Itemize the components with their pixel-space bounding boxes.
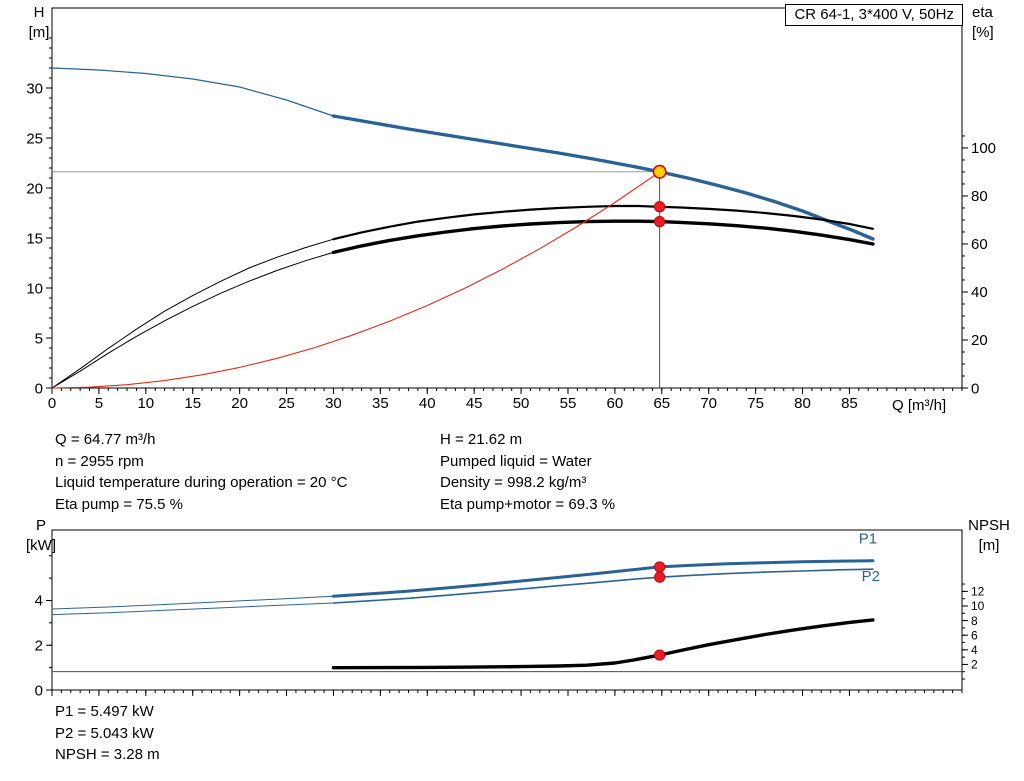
npsh-axis-unit-text: [m] (978, 537, 1000, 554)
curve-label-p2: P2 (862, 568, 880, 585)
eta-axis-title: eta [%] (972, 3, 1012, 43)
eta-pump-motor-duty-dot (654, 216, 666, 228)
h-axis-title: H [m] (24, 3, 54, 43)
density-text: Density = 998.2 kg/m³ (440, 474, 587, 491)
x-tick-label: 15 (184, 395, 201, 412)
x-tick-label: 60 (607, 395, 624, 412)
series-eta-pump (332, 204, 875, 241)
series-p2 (332, 568, 874, 604)
y-tick-label: 25 (26, 130, 43, 147)
y-tick-label: 20 (971, 332, 988, 349)
npsh-result-text: NPSH = 3.28 m (55, 746, 160, 763)
p-axis-unit-text: [kW] (26, 537, 56, 554)
y-tick-label: 40 (971, 284, 988, 301)
flow-text: Q = 64.77 m³/h (55, 431, 156, 448)
eta-axis-unit-text: [%] (972, 24, 994, 41)
x-tick-label: 70 (700, 395, 717, 412)
speed-text: n = 2955 rpm (55, 452, 144, 470)
y-tick-label: 10 (971, 599, 985, 613)
y-tick-label: 15 (26, 230, 43, 247)
h-axis-name-text: H (33, 4, 45, 21)
x-tick-label: 55 (560, 395, 577, 412)
pumped-liquid-text: Pumped liquid = Water (440, 452, 592, 470)
p2-duty-dot (654, 571, 666, 583)
y-tick-label: 60 (971, 236, 988, 253)
series-p1 (331, 559, 875, 598)
series-eta-pump-motor (331, 219, 875, 255)
p2-result-text: P2 = 5.043 kW (55, 724, 154, 742)
y-tick-label: 6 (971, 628, 978, 642)
liquid-temperature-text: Liquid temperature during operation = 20… (55, 474, 348, 491)
x-tick-label: 65 (653, 395, 670, 412)
series-eta-pump-thin (51, 238, 334, 389)
x-tick-label: 20 (231, 395, 248, 412)
x-tick-label: 50 (513, 395, 530, 412)
npsh-axis-name-text: NPSH (968, 517, 1010, 534)
eta-pump-duty-dot (654, 201, 666, 213)
p-axis-title: P [kW] (24, 516, 58, 556)
y-tick-label: 12 (971, 585, 985, 599)
duty-point-marker (652, 164, 667, 179)
x-tick-label: 35 (372, 395, 389, 412)
eta-axis-name-text: eta (972, 4, 993, 21)
y-tick-label: 100 (971, 140, 996, 157)
x-tick-label: 25 (278, 395, 295, 412)
x-tick-label: 0 (48, 395, 56, 412)
x-tick-label: 75 (747, 395, 764, 412)
x-tick-label: 40 (419, 395, 436, 412)
p1-duty-dot (654, 561, 666, 573)
eta-pump-text: Eta pump = 75.5 % (55, 495, 183, 513)
eta-pump-motor-text: Eta pump+motor = 69.3 % (440, 495, 616, 513)
series-system-curve (51, 171, 661, 389)
x-tick-label: 5 (95, 395, 103, 412)
duty-info-right: H = 21.62 m Pumped liquid = Water Densit… (440, 429, 615, 515)
pump-title-box: CR 64-1, 3*400 V, 50Hz (785, 4, 963, 26)
head-text: H = 21.62 m (440, 431, 523, 448)
y-tick-label: 4 (35, 593, 43, 610)
plot-frame (51, 529, 963, 691)
x-tick-label: 45 (466, 395, 483, 412)
duty-info-left: Q = 64.77 m³/h n = 2955 rpm Liquid tempe… (55, 429, 347, 515)
y-tick-label: 30 (26, 80, 43, 97)
y-tick-label: 20 (26, 180, 43, 197)
y-tick-label: 8 (971, 614, 978, 628)
npsh-axis-title: NPSH [m] (962, 516, 1016, 556)
x-tick-label: 85 (841, 395, 858, 412)
y-tick-label: 0 (971, 380, 979, 397)
x-tick-label: 30 (325, 395, 342, 412)
y-tick-label: 80 (971, 188, 988, 205)
series-hq (331, 114, 875, 241)
q-axis-title: Q [m³/h] (892, 397, 947, 414)
y-tick-label: 2 (35, 637, 43, 654)
y-tick-label: 5 (35, 330, 43, 347)
p1-result-text: P1 = 5.497 kW (55, 703, 154, 720)
h-axis-unit-text: [m] (28, 24, 50, 41)
y-tick-label: 10 (26, 280, 43, 297)
result-block: P1 = 5.497 kW P2 = 5.043 kW NPSH = 3.28 … (55, 701, 160, 766)
y-tick-label: 4 (971, 643, 978, 657)
curve-label-p1: P1 (859, 530, 877, 547)
series-p1-thin (51, 595, 334, 610)
series-p2-thin (51, 602, 334, 616)
hq-eta-chart: 0 5 10 15 20 25 30 35 40 45 50 55 60 65 70 75 80 85 0 5 10 15… (26, 7, 996, 412)
x-tick-label: 80 (794, 395, 811, 412)
npsh-duty-dot (654, 649, 666, 661)
series-npsh (331, 618, 875, 670)
y-tick-label: 0 (35, 380, 43, 397)
series-eta-pump-motor-thin (51, 251, 334, 389)
y-tick-label: 2 (971, 658, 978, 672)
y-tick-label: 0 (35, 682, 43, 699)
plot-frame (51, 7, 963, 389)
p-axis-name-text: P (35, 517, 46, 534)
series-hq-thin (51, 67, 334, 117)
x-tick-label: 10 (137, 395, 154, 412)
